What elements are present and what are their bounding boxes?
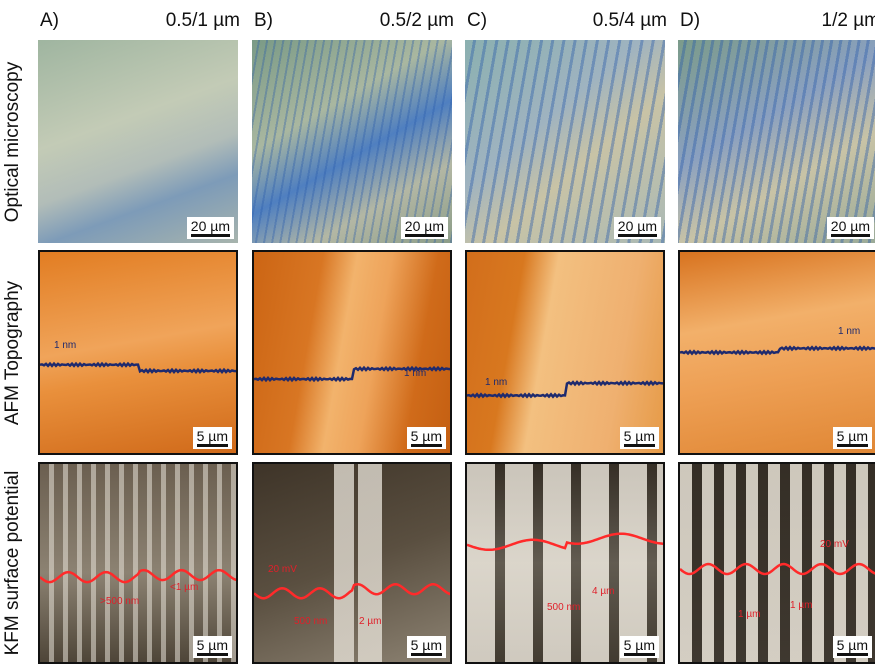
scale-bar: 5 µm — [620, 427, 659, 449]
scale-bar-label: 5 µm — [411, 428, 442, 447]
image-panel: 5 µm 1 nm — [252, 250, 452, 455]
figure: A) 0.5/1 µm B) 0.5/2 µm C) 0.5/4 µm D) 1/2 µm Op… — [0, 0, 875, 664]
profile — [40, 252, 238, 455]
stripe-spacing: 0.5/4 µm — [505, 10, 667, 32]
image-panel: 5 µm 20 mV 500 nm 2 µm — [252, 462, 452, 664]
scale-bar: 5 µm — [833, 636, 872, 658]
profile — [254, 252, 452, 455]
scale-bar: 5 µm — [407, 427, 446, 449]
image-panel: 20 µm — [252, 40, 452, 243]
stripe-spacing: 0.5/2 µm — [292, 10, 454, 32]
image-panel: 20 µm — [678, 40, 875, 243]
scale-bar-label: 5 µm — [411, 637, 442, 656]
scale-bar-label: 5 µm — [837, 428, 868, 447]
scale-bar-label: 5 µm — [837, 637, 868, 656]
annotation: 1 µm — [738, 609, 760, 620]
scale-bar-label: 20 µm — [618, 218, 657, 237]
stripe-spacing: 0.5/1 µm — [78, 10, 240, 32]
scale-bar-label: 20 µm — [405, 218, 444, 237]
annotation: 1 nm — [54, 340, 76, 351]
scale-bar-label: 5 µm — [197, 637, 228, 656]
annotation: 1 nm — [404, 368, 426, 379]
annotation: 500 nm — [547, 602, 580, 613]
panel-letter: D) — [680, 10, 700, 32]
profile — [680, 464, 875, 664]
annotation: 500 nm — [294, 616, 327, 627]
panel-letter: A) — [40, 10, 59, 32]
annotation: 1 nm — [485, 377, 507, 388]
annotation: 2 µm — [359, 616, 381, 627]
annotation: 20 mV — [820, 539, 849, 550]
scale-bar: 5 µm — [620, 636, 659, 658]
image-panel: 20 µm — [38, 40, 238, 243]
annotation: 1 nm — [838, 326, 860, 337]
stripe-spacing: 1/2 µm — [718, 10, 875, 32]
scale-bar-label: 5 µm — [624, 637, 655, 656]
annotation: <1 µm — [170, 582, 198, 593]
image-panel: 20 µm — [465, 40, 665, 243]
scale-bar-label: 5 µm — [197, 428, 228, 447]
profile — [680, 252, 875, 455]
annotation: >500 nm — [100, 596, 139, 607]
image-panel: 5 µm 20 mV 1 µm 1 µm — [678, 462, 875, 664]
scale-bar: 20 µm — [614, 217, 661, 239]
row-label: AFM Topography — [2, 248, 24, 458]
scale-bar: 5 µm — [193, 636, 232, 658]
scale-bar-label: 20 µm — [191, 218, 230, 237]
scale-bar: 5 µm — [833, 427, 872, 449]
profile — [467, 464, 665, 664]
image-panel: 5 µm 1 nm — [38, 250, 238, 455]
scale-bar-label: 20 µm — [831, 218, 870, 237]
profile — [40, 464, 238, 664]
annotation: 4 µm — [592, 586, 614, 597]
image-panel: 5 µm 4 µm 500 nm — [465, 462, 665, 664]
row-label: KFM surface potential — [2, 458, 24, 664]
scale-bar: 20 µm — [187, 217, 234, 239]
annotation: 20 mV — [268, 564, 297, 575]
scale-bar: 5 µm — [407, 636, 446, 658]
row-label: Optical microscopy — [2, 37, 24, 247]
profile — [467, 252, 665, 455]
image-panel: 5 µm 1 nm — [465, 250, 665, 455]
scale-bar-label: 5 µm — [624, 428, 655, 447]
panel-letter: C) — [467, 10, 487, 32]
scale-bar: 20 µm — [401, 217, 448, 239]
scale-bar: 20 µm — [827, 217, 874, 239]
image-panel: 5 µm 1 nm — [678, 250, 875, 455]
scale-bar: 5 µm — [193, 427, 232, 449]
image-panel: 5 µm <1 µm >500 nm — [38, 462, 238, 664]
annotation: 1 µm — [790, 600, 812, 611]
panel-letter: B) — [254, 10, 273, 32]
